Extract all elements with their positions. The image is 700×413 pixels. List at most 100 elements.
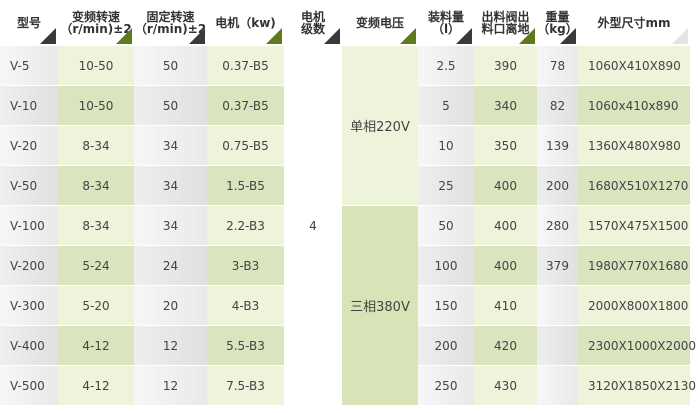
table-cell: 78 [537,46,578,86]
column-header: 电机（kw) [207,0,284,46]
header-line2: （r/min)±2 [60,22,132,36]
table-cell: 280 [537,205,578,246]
corner-triangle-icon [116,28,132,44]
table-cell: V-50 [0,165,58,206]
table-row: V-200 5-24 24 3-B3 100 400 379 1980X770X1680 [0,245,690,286]
column-header: 型号 [0,0,58,46]
table-cell: 2.2-B3 [207,205,284,246]
voltage-cell: 单相220V [342,46,418,206]
header-line1: 型号 [16,16,41,30]
corner-triangle-icon [560,28,576,44]
table-cell: 0.37-B5 [207,85,284,126]
table-cell: 1980X770X1680 [578,245,690,286]
table-cell: V-500 [0,365,58,406]
header-line1: 变频转速 [71,10,120,24]
table-cell: 10 [418,125,474,166]
table-cell: 4-12 [58,365,134,406]
table-cell: V-100 [0,205,58,246]
header-line2: 料口离地 [481,22,530,36]
table-row: V-400 4-12 12 5.5-B3 200 420 2300X1000X2000 [0,325,696,366]
column-header: 外型尺寸mm [578,0,690,46]
header-line2: （r/min)±2 [134,22,207,36]
table-cell: 1060X410X890 [578,46,690,86]
table-cell: 379 [537,245,578,286]
corner-triangle-icon [400,28,416,44]
table-cell: 1.5-B5 [207,165,284,206]
table-cell: 1570X475X1500 [578,205,690,246]
table-cell: 250 [418,365,474,406]
table-cell: 50 [134,85,207,126]
table-cell: 8-34 [58,165,134,206]
table-cell: 100 [418,245,474,286]
table-cell: 4-12 [58,325,134,366]
corner-triangle-icon [189,28,205,44]
table-cell: 390 [474,46,537,86]
header-line2: （l） [431,22,461,36]
table-cell: 8-34 [58,125,134,166]
column-header: 装料量 （l） [418,0,474,46]
header-line1: 外型尺寸mm [597,16,671,30]
table-cell: 7.5-B3 [207,365,284,406]
table-cell: 12 [134,365,207,406]
table-cell: 400 [474,245,537,286]
table-row: V-500 4-12 12 7.5-B3 250 430 3120X1850X2130 [0,365,696,406]
table-cell: 200 [418,325,474,366]
table-row: V-100 8-34 34 2.2-B3 三相380V 50 400 280 1570X475X… [0,205,690,406]
table-cell: 3120X1850X2130 [578,365,696,406]
table-row: V-20 8-34 34 0.75-B5 10 350 139 1360X480X980 [0,125,690,166]
motor-poles-cell: 4 [284,46,342,406]
corner-triangle-icon [40,28,56,44]
table-cell: 3-B3 [207,245,284,286]
table-cell: 2300X1000X2000 [578,325,696,366]
header-line1: 固定转速 [146,10,195,24]
table-cell: V-5 [0,46,58,86]
table-cell: 10-50 [58,46,134,86]
table-cell: 10-50 [58,85,134,126]
corner-triangle-icon [266,28,282,44]
table-cell: 2000X800X1800 [578,285,690,326]
table-cell: V-10 [0,85,58,126]
column-header: 电机 级数 [284,0,342,46]
table-cell: 400 [474,165,537,206]
header-line1: 重量 [545,10,570,24]
table-cell: 5-24 [58,245,134,286]
table-cell: 430 [474,365,537,406]
table-cell: V-300 [0,285,58,326]
table-cell: 150 [418,285,474,326]
header-line1: 变频电压 [355,16,404,30]
table-cell: 420 [474,325,537,366]
table-cell: V-20 [0,125,58,166]
table-cell: V-400 [0,325,58,366]
column-header: 重量 （kg） [537,0,578,46]
table-cell: 34 [134,165,207,206]
table-cell: 4-B3 [207,285,284,326]
header-line1: 电机 [300,10,325,24]
spec-table: 型号 变频转速 （r/min)±2 固定转速 （r/min)±2 电机（kw) 电机 级数 变频… [0,0,697,406]
table-cell [537,365,578,406]
table-cell: 0.37-B5 [207,46,284,86]
table-cell [537,285,578,326]
corner-triangle-icon [324,28,340,44]
table-cell: 410 [474,285,537,326]
table-cell: 82 [537,85,578,126]
table-row: V-10 10-50 50 0.37-B5 5 340 82 1060x410x890 [0,85,690,126]
table-cell: 20 [134,285,207,326]
voltage-cell: 三相380V [342,205,418,406]
table-cell: 139 [537,125,578,166]
corner-triangle-icon [456,28,472,44]
header-line1: 出料阀出 [481,10,530,24]
column-header: 变频电压 [342,0,418,46]
table-cell: 50 [418,205,474,246]
corner-triangle-icon [672,28,688,44]
table-cell: 34 [134,205,207,246]
table-row: V-300 5-20 20 4-B3 150 410 2000X800X1800 [0,285,690,326]
table-cell: 200 [537,165,578,206]
table-cell: 1680X510X1270 [578,165,690,206]
table-cell: 350 [474,125,537,166]
table-cell: 25 [418,165,474,206]
table-row: V-5 10-50 50 0.37-B5 4 单相220V 2.5 390 78 1060X410… [0,46,690,406]
table-cell: 5.5-B3 [207,325,284,366]
table-cell: 5 [418,85,474,126]
header-line1: 装料量 [427,10,464,24]
table-cell [537,325,578,366]
